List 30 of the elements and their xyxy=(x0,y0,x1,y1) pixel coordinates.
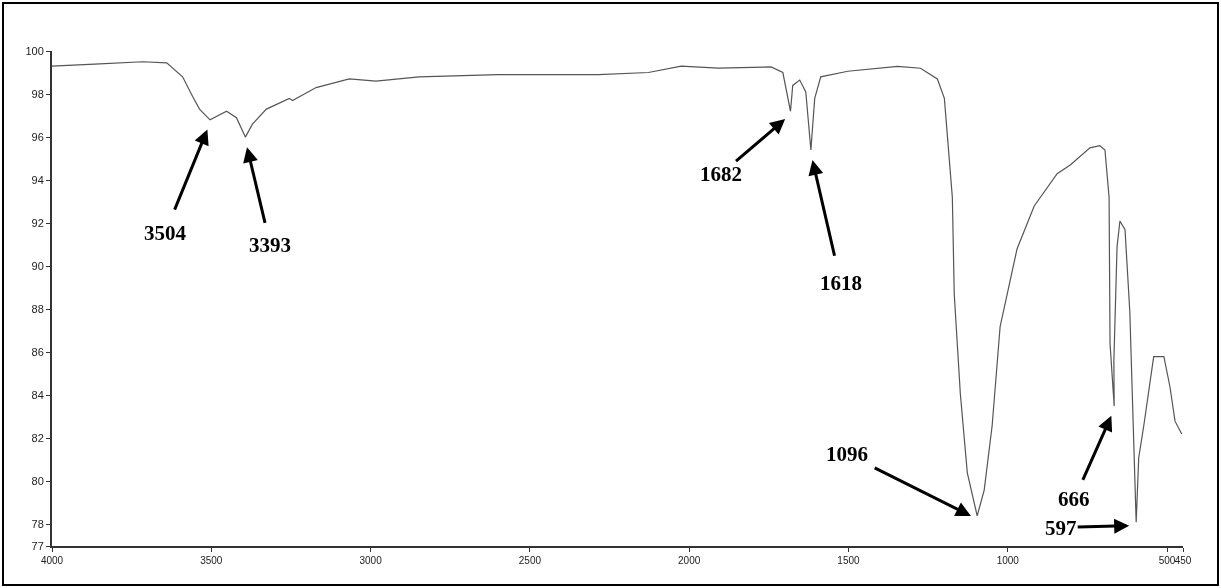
y-tick-label: 90 xyxy=(31,260,44,273)
x-tick-label: 1500 xyxy=(837,555,861,566)
annotation: 3504 xyxy=(144,221,187,245)
y-tick-label: 94 xyxy=(31,173,44,186)
y-tick-label: 88 xyxy=(31,303,44,316)
y-tick-label: 80 xyxy=(31,475,44,488)
x-tick-label: 2500 xyxy=(518,555,542,566)
y-tick-label: 78 xyxy=(31,518,44,531)
line-series xyxy=(52,61,1183,523)
annotation: 597 xyxy=(1045,516,1077,540)
y-tick-label: 98 xyxy=(31,87,44,100)
annotation: 1096 xyxy=(826,442,868,466)
y-tick-label: 92 xyxy=(31,217,44,230)
annotation: 1682 xyxy=(700,162,742,186)
y-tick-label: 96 xyxy=(31,130,44,143)
y-tick-label: 86 xyxy=(31,346,44,359)
y-tick-label: 82 xyxy=(31,432,44,445)
annotation: 3393 xyxy=(249,233,291,257)
x-tick-label: 4000 xyxy=(40,555,64,566)
annotation: 1618 xyxy=(820,271,862,295)
y-tick-label: 84 xyxy=(31,389,44,402)
x-tick-label: 1000 xyxy=(996,555,1020,566)
annotation: 666 xyxy=(1058,487,1090,511)
x-tick-label: 500 xyxy=(1158,555,1176,566)
y-tick-label: 77 xyxy=(31,539,44,552)
y-tick-label: 100 xyxy=(25,44,44,57)
x-tick-label: 3500 xyxy=(200,555,223,566)
x-tick-label: 450 xyxy=(1174,555,1192,566)
x-tick-label: 3000 xyxy=(359,555,383,566)
x-tick-label: 2000 xyxy=(678,555,701,566)
